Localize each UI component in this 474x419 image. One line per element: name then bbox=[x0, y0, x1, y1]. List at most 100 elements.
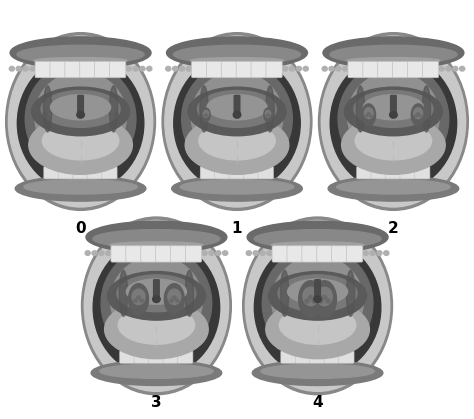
Ellipse shape bbox=[18, 54, 144, 192]
Ellipse shape bbox=[209, 251, 214, 255]
Ellipse shape bbox=[23, 66, 28, 71]
FancyBboxPatch shape bbox=[371, 166, 387, 179]
Circle shape bbox=[367, 113, 370, 115]
Circle shape bbox=[390, 111, 397, 118]
Ellipse shape bbox=[346, 270, 355, 316]
FancyBboxPatch shape bbox=[58, 166, 74, 179]
Ellipse shape bbox=[303, 66, 308, 71]
Text: 1: 1 bbox=[232, 221, 242, 236]
Ellipse shape bbox=[172, 176, 302, 201]
FancyBboxPatch shape bbox=[310, 351, 325, 363]
Circle shape bbox=[266, 115, 267, 116]
Ellipse shape bbox=[110, 256, 202, 346]
Circle shape bbox=[319, 299, 323, 303]
Ellipse shape bbox=[354, 91, 433, 127]
Circle shape bbox=[77, 111, 84, 118]
FancyBboxPatch shape bbox=[215, 166, 230, 179]
Ellipse shape bbox=[347, 72, 439, 161]
Ellipse shape bbox=[278, 275, 357, 312]
Ellipse shape bbox=[330, 54, 456, 192]
Ellipse shape bbox=[86, 221, 227, 253]
Ellipse shape bbox=[255, 239, 381, 376]
FancyBboxPatch shape bbox=[155, 246, 172, 262]
Ellipse shape bbox=[147, 66, 152, 71]
Ellipse shape bbox=[10, 37, 151, 69]
FancyBboxPatch shape bbox=[295, 351, 311, 363]
FancyBboxPatch shape bbox=[80, 61, 96, 78]
FancyBboxPatch shape bbox=[258, 166, 273, 179]
Ellipse shape bbox=[322, 66, 327, 71]
Ellipse shape bbox=[319, 33, 468, 210]
Ellipse shape bbox=[115, 112, 118, 117]
FancyBboxPatch shape bbox=[346, 246, 363, 262]
Ellipse shape bbox=[99, 251, 104, 255]
Ellipse shape bbox=[109, 86, 118, 132]
FancyBboxPatch shape bbox=[266, 61, 282, 78]
Ellipse shape bbox=[173, 66, 178, 71]
FancyBboxPatch shape bbox=[251, 61, 267, 78]
Ellipse shape bbox=[439, 66, 444, 71]
Ellipse shape bbox=[202, 108, 210, 122]
Ellipse shape bbox=[132, 289, 145, 305]
Ellipse shape bbox=[290, 66, 294, 71]
Circle shape bbox=[173, 296, 176, 299]
Text: 2: 2 bbox=[388, 221, 399, 236]
Ellipse shape bbox=[165, 36, 309, 207]
Ellipse shape bbox=[329, 66, 334, 71]
FancyBboxPatch shape bbox=[141, 246, 157, 262]
Ellipse shape bbox=[93, 230, 220, 248]
Ellipse shape bbox=[173, 45, 301, 64]
FancyBboxPatch shape bbox=[177, 351, 193, 363]
FancyBboxPatch shape bbox=[287, 246, 303, 262]
FancyBboxPatch shape bbox=[44, 166, 59, 179]
Ellipse shape bbox=[166, 37, 308, 69]
FancyBboxPatch shape bbox=[314, 279, 321, 298]
Ellipse shape bbox=[460, 66, 465, 71]
Ellipse shape bbox=[288, 279, 347, 304]
Circle shape bbox=[415, 115, 417, 117]
Circle shape bbox=[312, 299, 317, 303]
Ellipse shape bbox=[312, 281, 337, 318]
FancyBboxPatch shape bbox=[338, 351, 354, 363]
FancyBboxPatch shape bbox=[348, 61, 364, 78]
Ellipse shape bbox=[17, 45, 144, 64]
Ellipse shape bbox=[198, 91, 276, 127]
Ellipse shape bbox=[207, 95, 267, 120]
Ellipse shape bbox=[362, 104, 375, 126]
FancyBboxPatch shape bbox=[324, 351, 340, 363]
FancyBboxPatch shape bbox=[200, 166, 216, 179]
Ellipse shape bbox=[41, 91, 120, 127]
Ellipse shape bbox=[180, 66, 184, 71]
FancyBboxPatch shape bbox=[378, 61, 394, 78]
Ellipse shape bbox=[25, 62, 136, 176]
Text: 3: 3 bbox=[151, 395, 162, 410]
Circle shape bbox=[233, 111, 241, 118]
Ellipse shape bbox=[166, 66, 171, 71]
Ellipse shape bbox=[162, 33, 312, 210]
Ellipse shape bbox=[108, 272, 205, 320]
FancyBboxPatch shape bbox=[111, 246, 127, 262]
Ellipse shape bbox=[243, 217, 392, 395]
Ellipse shape bbox=[92, 251, 97, 255]
Ellipse shape bbox=[337, 180, 450, 194]
Ellipse shape bbox=[272, 256, 364, 346]
Ellipse shape bbox=[283, 66, 288, 71]
Ellipse shape bbox=[323, 37, 464, 69]
FancyBboxPatch shape bbox=[87, 166, 103, 179]
Ellipse shape bbox=[51, 95, 110, 120]
FancyBboxPatch shape bbox=[101, 166, 117, 179]
Circle shape bbox=[267, 114, 269, 115]
Circle shape bbox=[305, 299, 309, 303]
Ellipse shape bbox=[453, 66, 458, 71]
Ellipse shape bbox=[6, 33, 155, 210]
Ellipse shape bbox=[411, 104, 425, 126]
Ellipse shape bbox=[35, 72, 127, 161]
Ellipse shape bbox=[266, 300, 369, 359]
Ellipse shape bbox=[271, 242, 364, 248]
Ellipse shape bbox=[32, 87, 129, 136]
Ellipse shape bbox=[247, 221, 388, 253]
Ellipse shape bbox=[336, 66, 341, 71]
FancyBboxPatch shape bbox=[191, 61, 208, 78]
Ellipse shape bbox=[91, 360, 222, 385]
Circle shape bbox=[153, 296, 160, 303]
